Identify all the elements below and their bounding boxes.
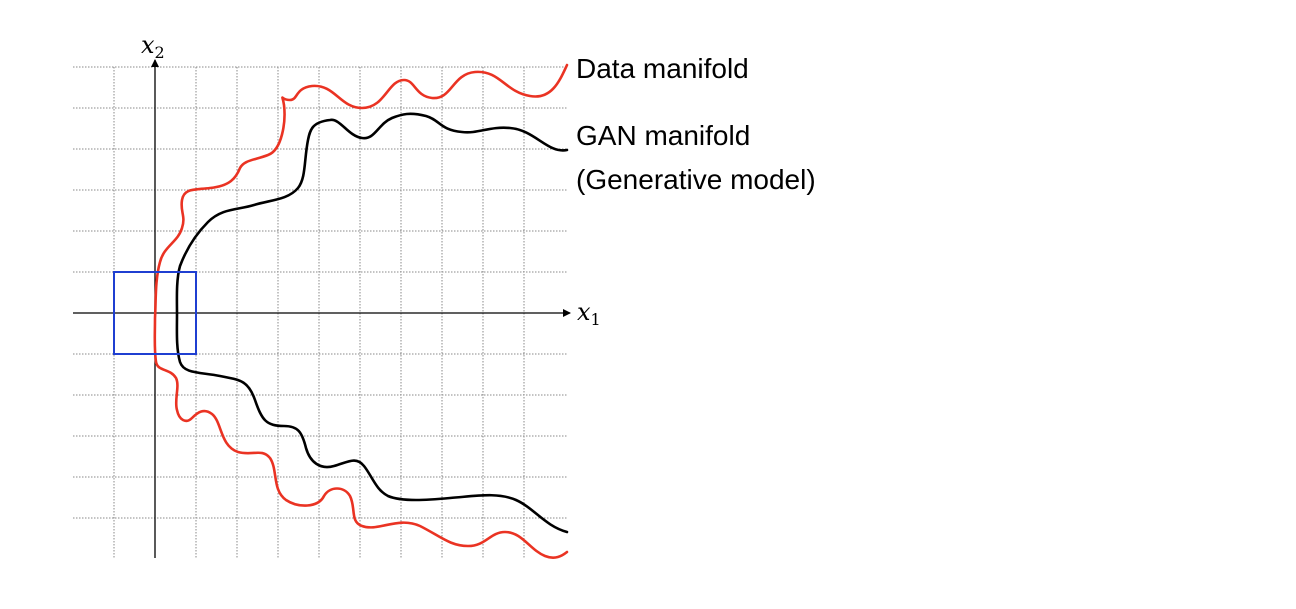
x-axis-label: x1	[577, 298, 601, 329]
y-axis-label: x2	[141, 31, 165, 62]
gan-manifold-curve	[175, 112, 569, 534]
focus-box	[113, 271, 197, 355]
gan-manifold-label: GAN manifold	[576, 120, 750, 151]
gan-manifold-sublabel: (Generative model)	[576, 164, 816, 195]
data-manifold-curve	[153, 63, 569, 559]
data-manifold-label: Data manifold	[576, 53, 749, 84]
